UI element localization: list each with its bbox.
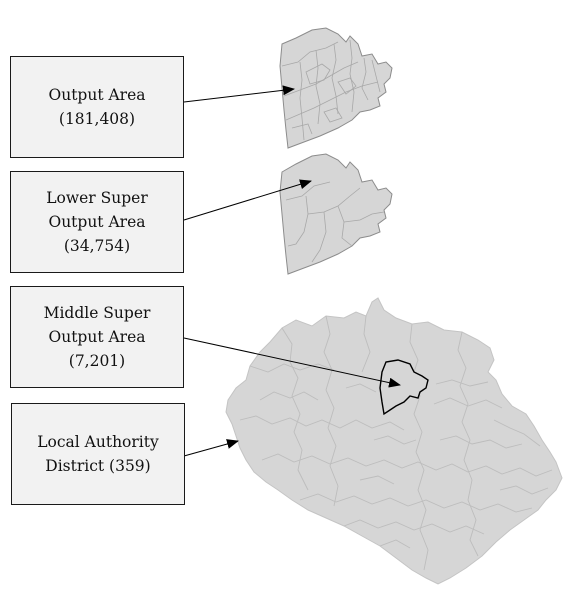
lower-super-output-area-box: Lower Super Output Area (34,754) — [10, 171, 184, 273]
output-area-map — [280, 28, 392, 148]
local-authority-district-box: Local Authority District (359) — [11, 403, 185, 505]
lsoa-boundary — [280, 154, 392, 274]
output-area-label: Output Area — [49, 83, 146, 107]
arrow-output-area — [184, 89, 294, 102]
middle-super-output-area-box: Middle Super Output Area (7,201) — [10, 286, 184, 388]
msoa-label-line2: Output Area — [49, 325, 146, 349]
output-area-boundary — [280, 28, 392, 148]
lad-label-line1: Local Authority — [37, 430, 159, 454]
local-authority-district-map — [226, 298, 562, 584]
lad-label-line2: District (359) — [45, 454, 150, 478]
lsoa-count: (34,754) — [64, 234, 130, 258]
msoa-label-line1: Middle Super — [44, 301, 151, 325]
output-area-count: (181,408) — [59, 107, 135, 131]
lsoa-label-line1: Lower Super — [46, 186, 148, 210]
msoa-count: (7,201) — [69, 349, 125, 373]
lower-super-output-area-map — [280, 154, 392, 274]
lsoa-label-line2: Output Area — [48, 210, 145, 234]
arrow-local-authority-district — [184, 441, 238, 456]
output-area-box: Output Area (181,408) — [10, 56, 184, 158]
